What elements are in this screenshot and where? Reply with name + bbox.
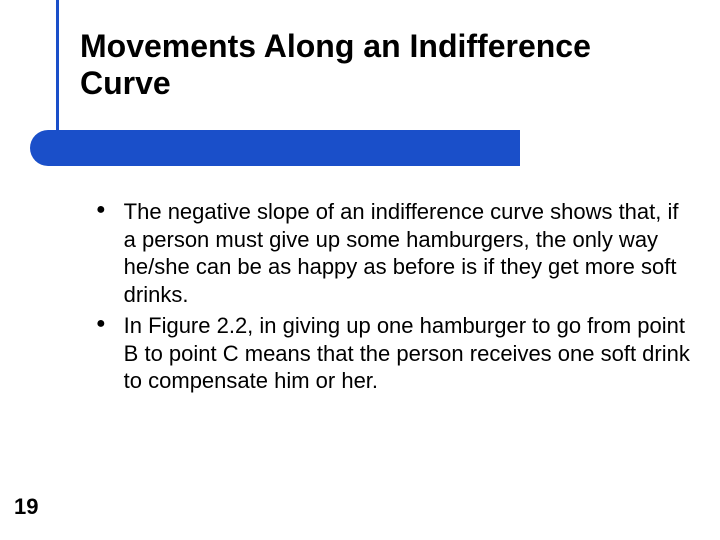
bullet-dot-icon: ● [96, 202, 106, 218]
bullet-text: In Figure 2.2, in giving up one hamburge… [124, 312, 696, 395]
bullet-item: ● In Figure 2.2, in giving up one hambur… [96, 312, 696, 395]
content-area: ● The negative slope of an indifference … [96, 198, 696, 399]
bullet-item: ● The negative slope of an indifference … [96, 198, 696, 308]
slide-title: Movements Along an Indifference Curve [80, 28, 690, 102]
title-area: Movements Along an Indifference Curve [80, 28, 690, 102]
page-number: 19 [14, 494, 38, 520]
bullet-dot-icon: ● [96, 316, 106, 332]
accent-bar [30, 130, 520, 166]
bullet-text: The negative slope of an indifference cu… [124, 198, 696, 308]
